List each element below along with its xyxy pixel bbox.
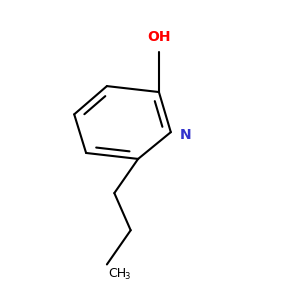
Text: N: N [180,128,191,142]
Text: OH: OH [147,31,171,44]
Text: CH: CH [108,267,127,280]
Text: 3: 3 [124,272,130,281]
